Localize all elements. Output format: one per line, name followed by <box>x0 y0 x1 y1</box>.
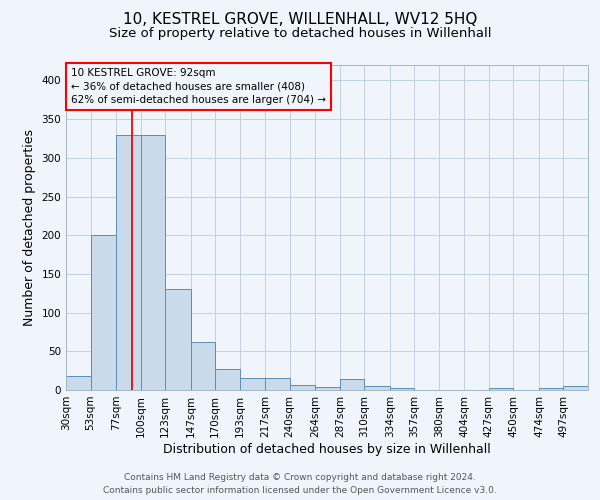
Y-axis label: Number of detached properties: Number of detached properties <box>23 129 36 326</box>
Bar <box>191 342 215 390</box>
Bar <box>215 369 239 390</box>
Bar <box>290 384 315 390</box>
Bar <box>539 388 563 390</box>
Bar <box>165 290 191 390</box>
Bar <box>340 379 364 390</box>
Text: Size of property relative to detached houses in Willenhall: Size of property relative to detached ho… <box>109 28 491 40</box>
Bar <box>563 386 588 390</box>
Bar <box>315 387 340 390</box>
Bar <box>140 134 165 390</box>
Bar <box>364 386 390 390</box>
Bar <box>239 378 265 390</box>
Bar <box>91 235 116 390</box>
Bar <box>116 134 140 390</box>
Text: 10 KESTREL GROVE: 92sqm
← 36% of detached houses are smaller (408)
62% of semi-d: 10 KESTREL GROVE: 92sqm ← 36% of detache… <box>71 68 326 104</box>
Bar <box>265 378 290 390</box>
Text: Contains HM Land Registry data © Crown copyright and database right 2024.
Contai: Contains HM Land Registry data © Crown c… <box>103 474 497 495</box>
X-axis label: Distribution of detached houses by size in Willenhall: Distribution of detached houses by size … <box>163 442 491 456</box>
Bar <box>489 388 514 390</box>
Bar <box>66 376 91 390</box>
Text: 10, KESTREL GROVE, WILLENHALL, WV12 5HQ: 10, KESTREL GROVE, WILLENHALL, WV12 5HQ <box>123 12 477 28</box>
Bar <box>390 388 415 390</box>
